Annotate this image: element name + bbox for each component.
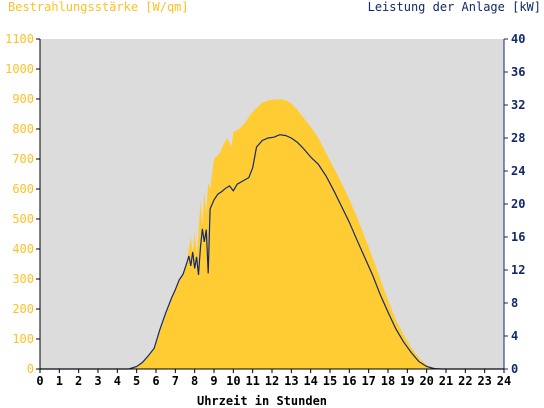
x-tick-label: 21 [439,374,453,388]
x-tick-label: 16 [342,374,356,388]
power-line [40,134,504,370]
series-layer [40,99,504,370]
left-tick-label: 400 [12,242,34,256]
right-tick-label: 24 [511,164,525,178]
x-tick-label: 11 [245,374,259,388]
x-tick-label: 22 [458,374,472,388]
x-tick-label: 14 [303,374,317,388]
x-tick-label: 5 [133,374,140,388]
left-tick-label: 600 [12,182,34,196]
irradiance-area [40,99,504,370]
right-tick-label: 36 [511,65,525,79]
right-tick-label: 40 [511,32,525,46]
x-tick-label: 9 [210,374,217,388]
left-tick-label: 1100 [5,32,34,46]
left-tick-label: 100 [12,332,34,346]
left-tick-label: 1000 [5,62,34,76]
x-tick-label: 0 [36,374,43,388]
left-tick-label: 700 [12,152,34,166]
right-tick-label: 20 [511,197,525,211]
left-axis-title: Bestrahlungsstärke [W/qm] [8,0,189,14]
left-tick-label: 800 [12,122,34,136]
x-tick-label: 13 [284,374,298,388]
x-tick-label: 6 [152,374,159,388]
left-tick-label: 900 [12,92,34,106]
right-tick-label: 4 [511,329,518,343]
right-tick-label: 0 [511,362,518,376]
right-axis-title: Leistung der Anlage [kW] [368,0,541,14]
x-tick-label: 2 [75,374,82,388]
x-tick-label: 15 [323,374,337,388]
right-tick-label: 12 [511,263,525,277]
x-tick-label: 1 [56,374,63,388]
right-tick-label: 28 [511,131,525,145]
x-tick-label: 12 [265,374,279,388]
x-tick-label: 23 [477,374,491,388]
left-axis-ticks: 0 100 200 300 400 500 600 700 800 900 1000 1100 [5,32,40,376]
left-tick-label: 500 [12,212,34,226]
right-axis-ticks: 0 4 8 12 16 20 24 28 32 36 40 [504,32,525,376]
x-tick-label: 24 [497,374,511,388]
right-tick-label: 8 [511,296,518,310]
x-tick-label: 20 [419,374,433,388]
x-axis-label: Uhrzeit in Stunden [197,394,327,408]
x-tick-label: 17 [361,374,375,388]
x-tick-label: 3 [94,374,101,388]
right-tick-label: 32 [511,98,525,112]
x-tick-label: 10 [226,374,240,388]
x-axis-ticks: 0 1 2 3 4 5 6 7 8 9 10 11 12 13 14 15 16 17 18 19 20 21 22 23 24 [36,369,511,388]
x-tick-label: 8 [191,374,198,388]
right-tick-label: 16 [511,230,525,244]
left-tick-label: 300 [12,272,34,286]
x-tick-label: 18 [381,374,395,388]
x-tick-label: 19 [400,374,414,388]
left-tick-label: 200 [12,302,34,316]
x-tick-label: 4 [114,374,121,388]
left-tick-label: 0 [27,362,34,376]
x-tick-label: 7 [172,374,179,388]
